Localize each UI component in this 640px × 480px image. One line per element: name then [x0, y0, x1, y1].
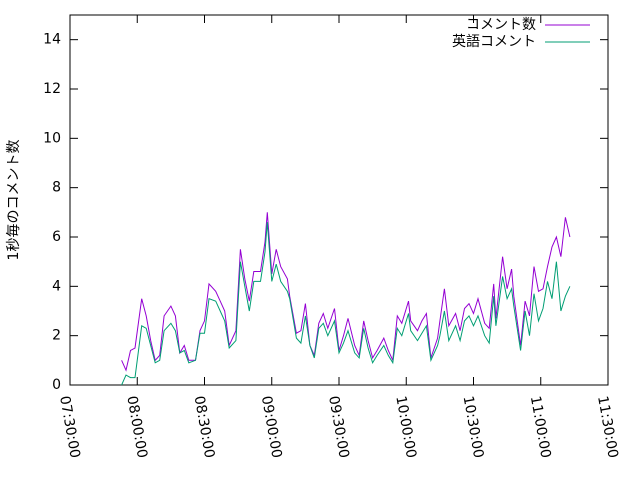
- x-tick-label: 10:00:00: [392, 395, 419, 460]
- y-tick-label: 0: [52, 377, 61, 393]
- x-tick-label: 09:00:00: [258, 395, 285, 460]
- x-tick-label: 11:00:00: [527, 395, 554, 460]
- series-line: [121, 212, 571, 372]
- legend-label: 英語コメント: [452, 33, 536, 50]
- x-tick-label: 11:30:00: [594, 395, 621, 460]
- x-tick-label: 09:30:00: [325, 395, 352, 460]
- x-tick-label: 08:00:00: [123, 395, 150, 460]
- y-axis-label: 1秒毎のコメント数: [6, 140, 22, 261]
- x-tick-label: 10:30:00: [460, 395, 487, 460]
- y-tick-label: 2: [52, 328, 61, 344]
- x-tick-label: 07:30:00: [56, 395, 83, 460]
- y-tick-label: 4: [52, 278, 61, 294]
- plot-frame: [69, 14, 609, 386]
- series-line: [121, 222, 571, 386]
- y-tick-label: 12: [43, 81, 61, 97]
- y-tick-label: 6: [52, 229, 61, 245]
- y-tick-label: 10: [43, 130, 61, 146]
- x-tick-label: 08:30:00: [191, 395, 218, 460]
- legend-label: コメント数: [466, 17, 536, 33]
- y-tick-label: 14: [43, 32, 61, 48]
- y-tick-label: 8: [52, 180, 61, 196]
